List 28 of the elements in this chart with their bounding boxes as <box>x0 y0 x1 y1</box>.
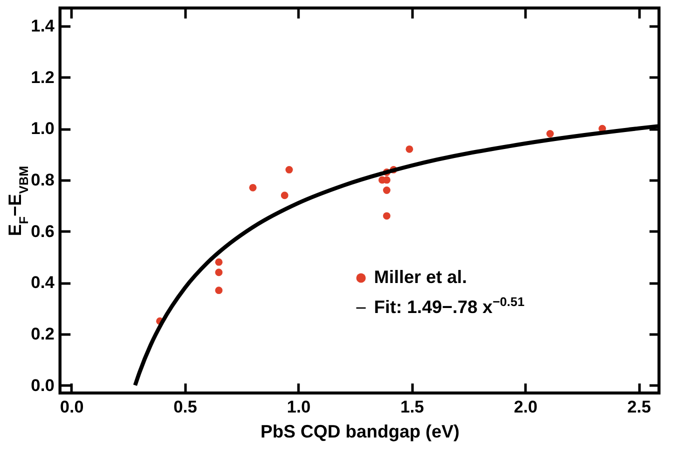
point <box>383 176 390 184</box>
y-tick-label: 0.2 <box>30 324 54 344</box>
point <box>383 212 390 220</box>
legend-label: Fit: 1.49−.78 x$^{−0.51}$ <box>374 295 524 317</box>
y-tick-label: 0.6 <box>30 222 54 241</box>
point <box>546 130 554 138</box>
x-axis-title: PbS CQD bandgap (eV) <box>260 422 460 442</box>
x-tick-label: 2.5 <box>627 398 651 416</box>
y-tick-label: 0.8 <box>30 170 54 190</box>
point <box>285 166 293 174</box>
point <box>215 258 223 266</box>
legend-label: Miller et al. <box>374 267 468 287</box>
point <box>280 192 288 200</box>
point <box>406 145 414 153</box>
point <box>215 286 223 294</box>
x-tick-label: 2.0 <box>514 398 538 416</box>
point <box>215 268 223 276</box>
x-tick-label: 0.0 <box>60 398 84 416</box>
y-tick-label: 1.2 <box>30 68 54 87</box>
x-tick-label: 0.5 <box>173 398 198 416</box>
point <box>383 186 390 194</box>
point <box>249 184 257 192</box>
y-tick-label: 0.4 <box>30 273 56 292</box>
y-tick-label: 1.0 <box>30 119 54 138</box>
x-tick-label: 1.5 <box>400 398 424 416</box>
y-tick-label: 1.4 <box>30 16 56 36</box>
x-tick-label: 1.0 <box>286 398 311 416</box>
y-tick-label: 0.0 <box>30 376 54 395</box>
